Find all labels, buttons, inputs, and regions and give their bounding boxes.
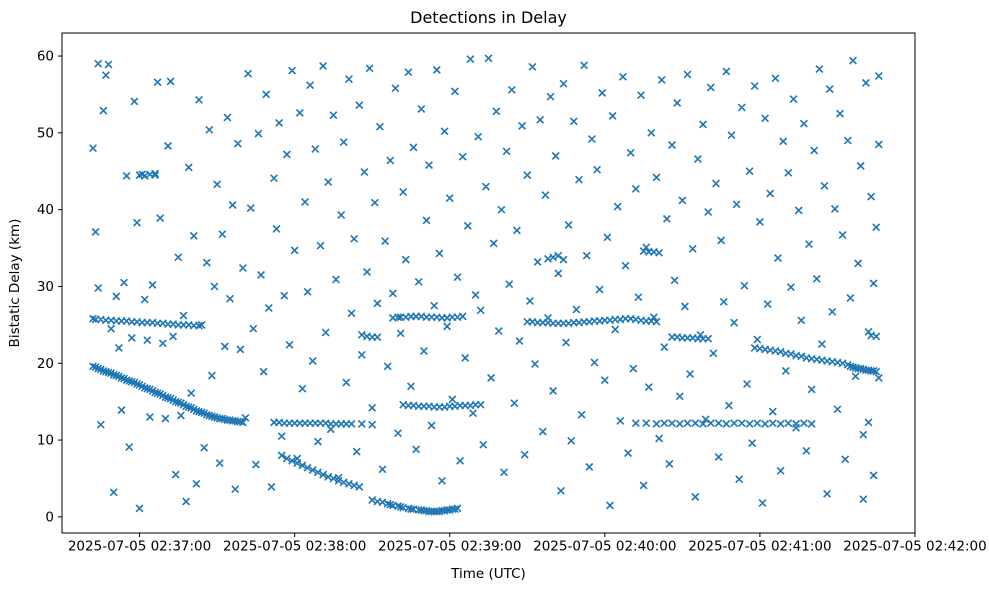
y-tick-label: 60 [37, 49, 54, 65]
x-tick-label: 2025-07-05 02:37:00 [68, 539, 211, 555]
y-tick-label: 0 [45, 509, 54, 525]
y-tick-label: 30 [37, 279, 54, 295]
x-tick-label: 2025-07-05 02:39:00 [378, 539, 521, 555]
plot-border [61, 32, 916, 534]
y-tick-label: 20 [37, 356, 54, 372]
scatter-points [89, 54, 883, 516]
x-tick-label: 2025-07-05 02:40:00 [533, 539, 676, 555]
chart-title: Detections in Delay [410, 8, 567, 27]
x-ticks: 2025-07-05 02:37:00 2025-07-05 02:38:00 20… [68, 533, 987, 555]
y-tick-label: 40 [37, 202, 54, 218]
y-axis-label: Bistatic Delay (km) [7, 219, 23, 348]
y-ticks: 0 10 20 30 40 50 60 [37, 49, 62, 525]
x-tick-label: 2025-07-05 02:42:00 [843, 539, 986, 555]
x-axis-label: Time (UTC) [450, 566, 526, 582]
x-tick-label: 2025-07-05 02:41:00 [688, 539, 831, 555]
y-tick-label: 10 [37, 433, 54, 449]
x-tick-label: 2025-07-05 02:38:00 [223, 539, 366, 555]
y-tick-label: 50 [37, 125, 54, 141]
